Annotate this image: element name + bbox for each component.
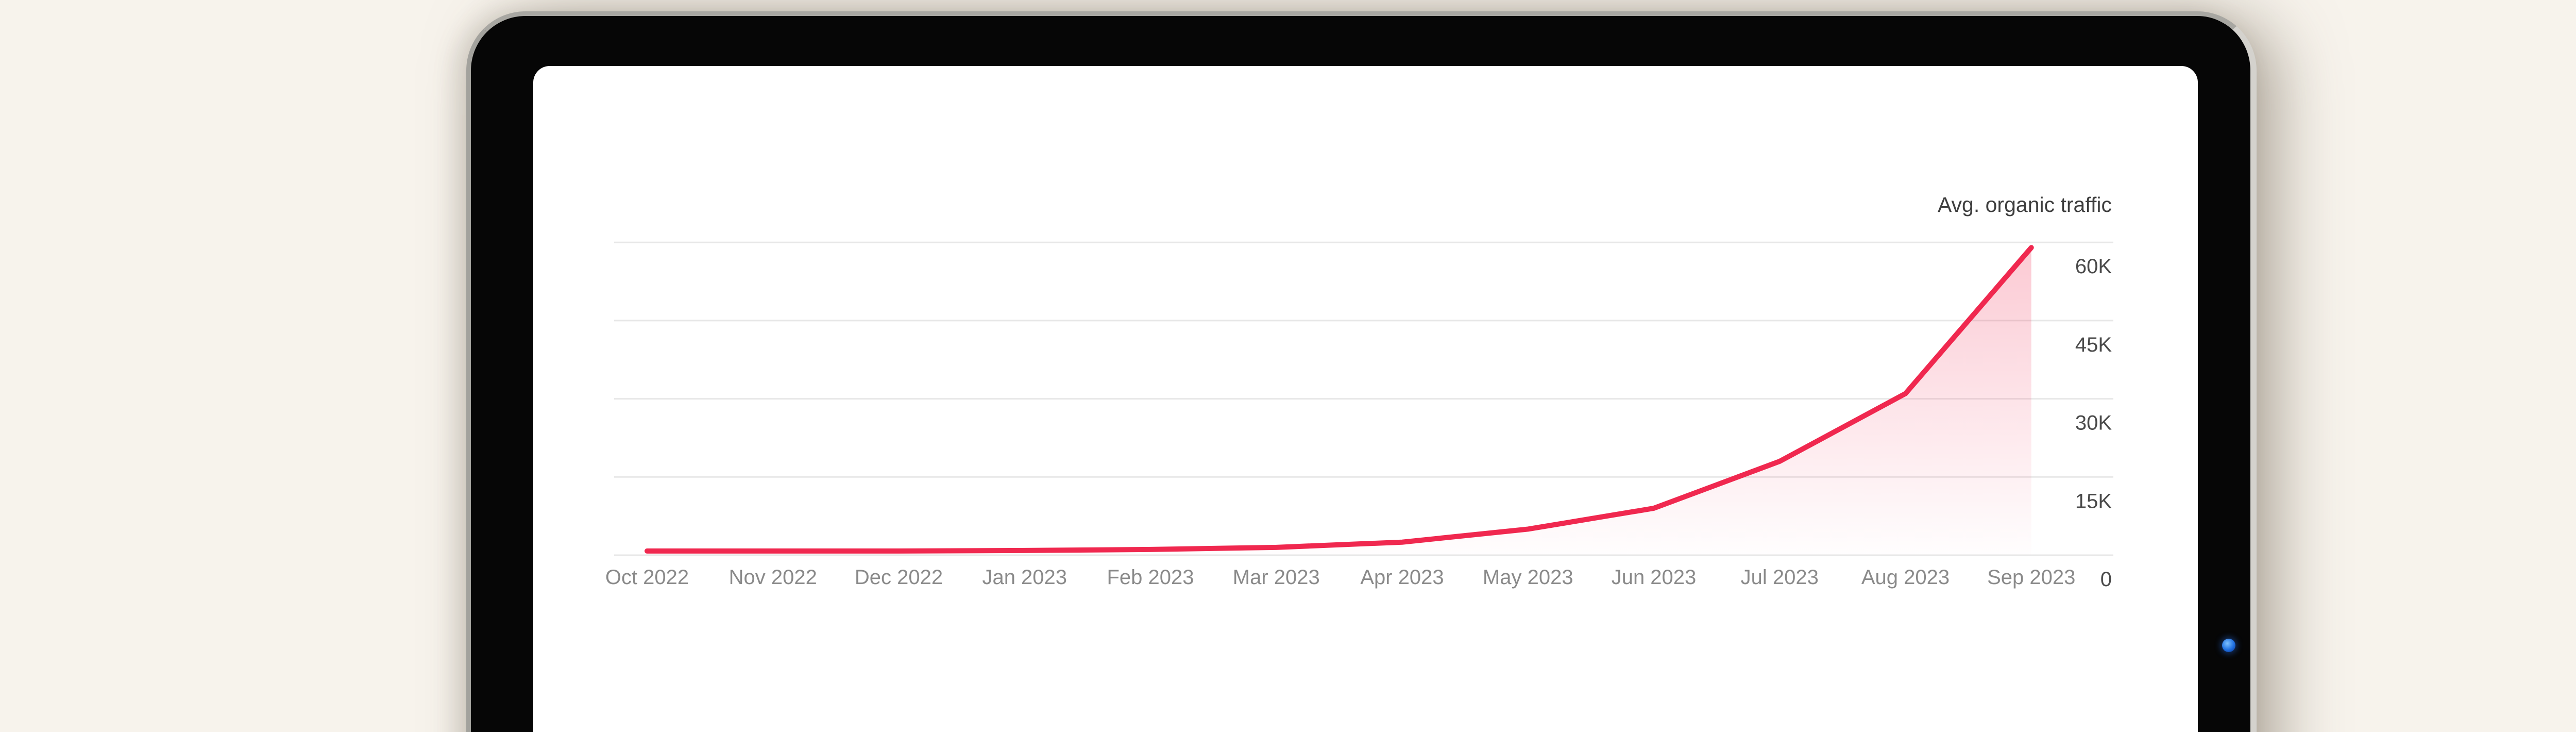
y-tick-label: 15K	[2075, 490, 2112, 512]
x-tick-label: Aug 2023	[1861, 566, 1950, 589]
x-tick-label: Dec 2022	[855, 566, 943, 589]
status-led-icon	[2222, 639, 2235, 652]
y-tick-label: 0	[2100, 568, 2112, 591]
x-tick-label: Sep 2023	[1987, 566, 2075, 589]
tablet-frame: Avg. organic traffic 60K 45K 30K 15K 0 Oct 202…	[466, 11, 2257, 732]
x-tick-label: Jul 2023	[1741, 566, 1819, 589]
x-tick-label: Nov 2022	[729, 566, 817, 589]
traffic-line	[645, 245, 2034, 554]
x-tick-label: Feb 2023	[1107, 566, 1194, 589]
y-tick-label: 60K	[2075, 255, 2112, 278]
x-tick-label: Jun 2023	[1612, 566, 1697, 589]
area-fill	[647, 247, 2031, 555]
y-tick-label: 30K	[2075, 412, 2112, 435]
x-tick-label: Mar 2023	[1233, 566, 1320, 589]
chart-title: Avg. organic traffic	[1938, 193, 2112, 217]
y-tick-label: 45K	[2075, 334, 2112, 356]
tablet-screen: Avg. organic traffic 60K 45K 30K 15K 0 Oct 202…	[533, 66, 2198, 732]
x-tick-label: Jan 2023	[982, 566, 1067, 589]
x-tick-label: Apr 2023	[1360, 566, 1444, 589]
organic-traffic-chart: Avg. organic traffic 60K 45K 30K 15K 0 Oct 202…	[605, 193, 2113, 591]
x-tick-label: May 2023	[1483, 566, 1573, 589]
x-tick-label: Oct 2022	[605, 566, 689, 589]
